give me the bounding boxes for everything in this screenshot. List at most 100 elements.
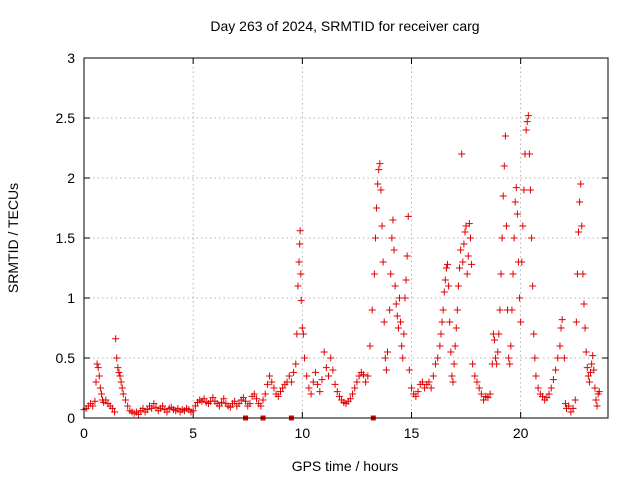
data-point [404,212,412,220]
data-point [511,198,519,206]
data-point [379,258,387,266]
data-point [226,403,234,411]
data-point [263,380,271,388]
data-point [477,390,485,398]
data-point [513,210,521,218]
data-point [92,378,100,386]
data-point [499,192,507,200]
data-point [571,396,579,404]
data-point [298,324,306,332]
data-point [389,216,397,224]
data-point [457,246,465,254]
data-point [547,384,555,392]
y-tick-label: 0.5 [56,350,76,366]
data-point [392,300,400,308]
y-tick-label: 1 [67,290,75,306]
data-point [297,270,305,278]
data-point [398,342,406,350]
axis-ticks: 0 0.5 1 1.5 2 2.5 3 0 5 10 15 20 [56,50,608,441]
data-point [459,258,467,266]
data-point [506,360,514,368]
data-point [96,384,104,392]
data-point [434,354,442,362]
data-point [135,410,143,418]
data-point [534,384,542,392]
data-point [259,396,267,404]
data-point [441,276,449,284]
data-point [94,364,102,372]
data-point [473,378,481,386]
data-point [418,378,426,386]
data-point [591,384,599,392]
data-point [464,252,472,260]
data-point [444,260,452,268]
data-point [436,342,444,350]
data-point [333,388,341,396]
data-point [378,222,386,230]
data-point [492,354,500,362]
data-point [331,380,339,388]
data-point [453,306,461,314]
data-point [552,366,560,374]
data-point [452,324,460,332]
data-point [246,400,254,408]
data-point [578,222,586,230]
data-point [526,186,534,194]
data-point [576,198,584,206]
data-point [493,360,501,368]
data-point [301,354,309,362]
data-point [440,288,448,296]
data-point [529,282,537,290]
data-point [475,384,483,392]
data-point [97,390,105,398]
data-point [466,234,474,242]
data-point [590,366,598,374]
data-point [595,388,603,396]
data-point [402,276,410,284]
data-point [532,372,540,380]
data-point [383,348,391,356]
data-point [557,324,565,332]
data-point [495,330,503,338]
data-point [311,368,319,376]
data-point [346,395,354,403]
data-point [565,402,573,410]
data-point [486,390,494,398]
data-point [399,354,407,362]
data-point [494,348,502,356]
data-point [549,376,557,384]
data-point [577,180,585,188]
y-tick-label: 2 [67,170,75,186]
data-point [93,360,101,368]
data-point [442,264,450,272]
data-point [525,150,533,158]
data-point [425,378,433,386]
x-tick-label: 0 [80,425,88,441]
data-point [235,400,243,408]
data-point [592,396,600,404]
y-tick-label: 2.5 [56,110,76,126]
data-point [242,397,250,405]
data-point [579,270,587,278]
data-point [405,366,413,374]
data-point [500,162,508,170]
data-point [294,282,302,290]
data-point [368,306,376,314]
data-point [329,366,337,374]
data-point [285,372,293,380]
data-point [463,270,471,278]
data-point [490,336,498,344]
data-point [351,384,359,392]
data-point [290,368,298,376]
data-point [539,392,546,400]
y-axis-label: SRMTID / TECUs [5,183,21,293]
data-point [585,378,593,386]
data-point [108,404,116,412]
data-point [554,354,562,362]
data-point [400,330,408,338]
data-point [139,404,147,412]
data-point [569,404,577,412]
data-point [327,354,335,362]
data-point [414,388,422,396]
data-point [393,312,401,320]
